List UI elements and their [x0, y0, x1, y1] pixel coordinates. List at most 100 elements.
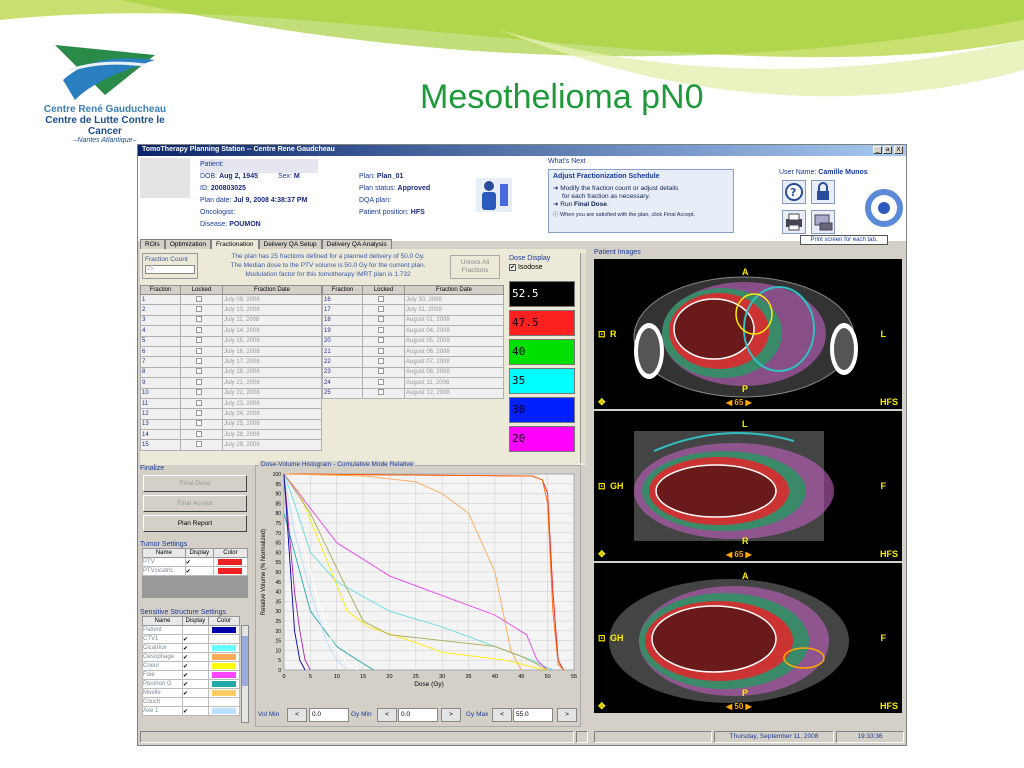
isodose-level[interactable]: 35 [509, 368, 575, 394]
gy-min-increase-button[interactable]: > [441, 708, 461, 722]
locked-checkbox[interactable] [196, 326, 202, 333]
table-row[interactable]: 8 July 18, 2008 [140, 366, 322, 379]
scrollbar-thumb[interactable] [242, 636, 248, 686]
isodose-level[interactable]: 40 [509, 339, 575, 365]
color-cell[interactable] [207, 679, 241, 689]
table-row[interactable]: PTVcicatric ✔ [142, 566, 249, 576]
slice-prev-icon[interactable]: ◀ [726, 550, 735, 559]
locked-checkbox[interactable] [196, 409, 202, 416]
gy-min-decrease-button[interactable]: < [377, 708, 397, 722]
locked-checkbox[interactable] [196, 378, 202, 385]
maximize-button[interactable]: a [883, 146, 892, 154]
tool-icon[interactable]: ⊡ [598, 329, 606, 339]
col-locked[interactable]: Locked [362, 285, 405, 295]
display-cell[interactable]: ✔ [181, 661, 209, 671]
table-row[interactable]: 21 August 06, 2008 [322, 345, 504, 358]
display-cell[interactable]: ✔ [184, 566, 214, 576]
move-cross-icon[interactable]: ✥ [598, 701, 606, 711]
color-cell[interactable] [207, 661, 241, 671]
table-row[interactable]: 22 August 07, 2008 [322, 356, 504, 368]
table-row[interactable]: 4 July 14, 2008 [140, 325, 322, 337]
table-row[interactable]: 20 August 05, 2008 [322, 335, 504, 347]
col-fraction[interactable]: Fraction [322, 285, 363, 295]
plan-report-button[interactable]: Plan Report [143, 515, 247, 532]
unlock-all-fractions-button[interactable]: Unlock All Fractions [450, 255, 500, 279]
color-cell[interactable] [207, 670, 241, 680]
locked-checkbox[interactable] [196, 337, 202, 344]
slice-number[interactable]: ◀ 65 ▶ [726, 398, 752, 407]
table-row[interactable]: Axe 1 ✔ [142, 706, 241, 716]
display-cell[interactable] [181, 625, 209, 635]
locked-checkbox[interactable] [378, 368, 384, 375]
locked-checkbox[interactable] [378, 389, 384, 396]
isodose-level[interactable]: 52.5 [509, 281, 575, 307]
print-button[interactable] [782, 210, 806, 234]
locked-checkbox[interactable] [196, 420, 202, 427]
display-cell[interactable]: ✔ [184, 557, 214, 567]
table-row[interactable]: Patient [142, 625, 241, 635]
locked-checkbox[interactable] [196, 399, 202, 406]
table-row[interactable]: Coeur ✔ [142, 661, 241, 671]
vol-min-input[interactable]: 0.0 [309, 708, 349, 722]
table-row[interactable]: 18 August 01, 2008 [322, 314, 504, 327]
locked-checkbox[interactable] [196, 316, 202, 323]
display-cell[interactable]: ✔ [181, 679, 209, 689]
move-cross-icon[interactable]: ✥ [598, 549, 606, 559]
slice-next-icon[interactable]: ▶ [743, 550, 752, 559]
locked-checkbox[interactable] [378, 306, 384, 313]
locked-checkbox[interactable] [378, 326, 384, 333]
locked-checkbox[interactable] [196, 368, 202, 375]
color-cell[interactable] [207, 634, 241, 644]
fraction-count-input[interactable]: 25 [145, 265, 195, 274]
col-fraction[interactable]: Fraction [140, 285, 181, 295]
isodose-level[interactable]: 30 [509, 397, 575, 423]
color-cell[interactable] [207, 652, 241, 662]
table-row[interactable]: 6 July 16, 2008 [140, 345, 322, 358]
table-row[interactable]: 10 July 22, 2008 [140, 387, 322, 399]
slice-number[interactable]: ◀ 50 ▶ [726, 702, 752, 711]
gy-max-input[interactable]: 55.0 [513, 708, 553, 722]
table-row[interactable]: 11 July 23, 2008 [140, 397, 322, 410]
color-cell[interactable] [207, 625, 241, 635]
tool-icon[interactable]: ⊡ [598, 481, 606, 491]
slice-number[interactable]: ◀ 65 ▶ [726, 550, 752, 559]
color-cell[interactable] [207, 643, 241, 653]
locked-checkbox[interactable] [378, 347, 384, 354]
table-row[interactable]: PTV ✔ [142, 557, 249, 567]
help-button[interactable]: ? [782, 180, 806, 204]
table-row[interactable]: Foie ✔ [142, 670, 241, 680]
dose-scrollbar[interactable] [580, 253, 586, 463]
locked-checkbox[interactable] [378, 358, 384, 365]
display-cell[interactable] [181, 697, 209, 707]
print-screen-button[interactable] [811, 210, 835, 234]
table-row[interactable]: 9 July 21, 2008 [140, 377, 322, 389]
locked-checkbox[interactable] [378, 378, 384, 385]
lock-button[interactable] [811, 180, 835, 204]
display-cell[interactable]: ✔ [181, 688, 209, 698]
minimize-button[interactable]: _ [873, 146, 882, 154]
gy-max-increase-button[interactable]: > [557, 708, 577, 722]
display-cell[interactable]: ✔ [181, 643, 209, 653]
gy-max-decrease-button[interactable]: < [492, 708, 512, 722]
table-row[interactable]: 5 July 15, 2008 [140, 335, 322, 347]
display-cell[interactable]: ✔ [181, 652, 209, 662]
color-cell[interactable] [212, 557, 249, 567]
locked-checkbox[interactable] [196, 441, 202, 448]
color-cell[interactable] [207, 688, 241, 698]
close-button[interactable]: X [894, 146, 903, 154]
display-cell[interactable]: ✔ [181, 634, 209, 644]
slice-prev-icon[interactable]: ◀ [726, 398, 735, 407]
move-cross-icon[interactable]: ✥ [598, 397, 606, 407]
display-cell[interactable]: ✔ [181, 706, 209, 716]
isodose-toggle[interactable]: ✔ Isodose [507, 264, 579, 271]
isodose-level[interactable]: 47.5 [509, 310, 575, 336]
col-locked[interactable]: Locked [180, 285, 223, 295]
display-cell[interactable]: ✔ [181, 670, 209, 680]
color-cell[interactable] [207, 697, 241, 707]
slice-next-icon[interactable]: ▶ [743, 398, 752, 407]
locked-checkbox[interactable] [378, 295, 384, 302]
table-row[interactable]: 24 August 11, 2008 [322, 377, 504, 389]
tab-optimization[interactable]: Optimization [164, 239, 211, 249]
table-row[interactable]: 3 July 11, 2008 [140, 314, 322, 327]
locked-checkbox[interactable] [378, 316, 384, 323]
